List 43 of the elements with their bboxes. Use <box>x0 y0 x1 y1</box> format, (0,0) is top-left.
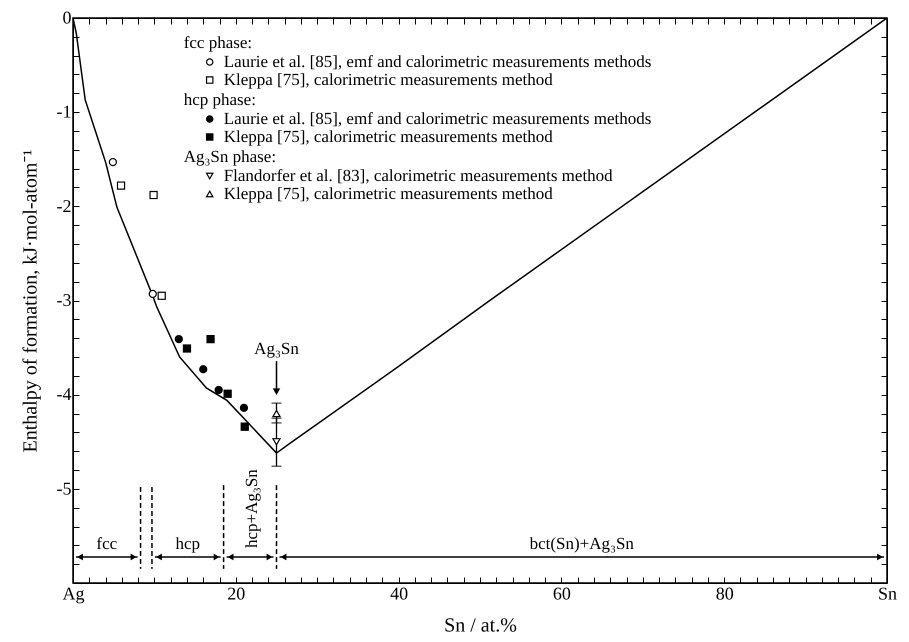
y-tick-label: -5 <box>56 478 72 498</box>
legend-label: Kleppa [75], calorimetric measurements method <box>224 70 554 89</box>
annotation: Ag₃Sn <box>254 339 300 358</box>
annotation: hcp+Ag₃Sn <box>242 468 262 548</box>
y-tick-label: 0 <box>62 8 72 28</box>
y-tick-label: -3 <box>56 290 72 310</box>
x-tick-label: 20 <box>227 584 246 604</box>
y-axis-title: Enthalpy of formation, kJ·mol-atom⁻¹ <box>20 150 42 452</box>
x-tick-label: Ag <box>62 584 84 604</box>
annotation: fcc <box>96 534 118 553</box>
x-tick-label: 40 <box>390 584 408 604</box>
legend-label: Laurie et al. [85], emf and calorimetric measurements methods <box>224 52 652 71</box>
legend-label: Laurie et al. [85], emf and calorimetric measurements methods <box>224 109 652 128</box>
legend-label: Kleppa [75], calorimetric measurements method <box>224 184 554 203</box>
annotation: hcp phase: <box>184 90 256 109</box>
point <box>199 365 208 374</box>
point <box>240 404 248 412</box>
point <box>158 292 166 300</box>
point <box>214 386 223 394</box>
point <box>240 422 249 431</box>
legend-label: Flandorfer et al. [83], calorimetric measurements method <box>224 166 614 185</box>
annotation: fcc phase: <box>184 33 252 52</box>
point <box>149 190 158 200</box>
point <box>108 158 118 166</box>
x-tick-label: 60 <box>552 584 571 604</box>
point <box>206 334 215 344</box>
point <box>224 390 232 398</box>
annotation: hcp <box>176 534 200 553</box>
y-tick-label: -4 <box>56 384 72 404</box>
y-tick-label: -2 <box>56 196 72 216</box>
point <box>182 344 192 353</box>
point <box>148 290 157 298</box>
point <box>174 334 183 344</box>
point <box>116 181 126 190</box>
point <box>272 438 281 446</box>
x-tick-label: 80 <box>716 584 734 604</box>
point <box>272 410 281 418</box>
x-tick-label: Sn <box>878 584 898 604</box>
x-axis-title: Sn / at.% <box>444 614 517 636</box>
legend-label: Kleppa [75], calorimetric measurements method <box>224 127 554 146</box>
annotation: Ag₃Sn phase: <box>184 147 276 166</box>
annotation: bct(Sn)+Ag₃Sn <box>530 534 634 553</box>
y-tick-label: -1 <box>56 102 72 122</box>
